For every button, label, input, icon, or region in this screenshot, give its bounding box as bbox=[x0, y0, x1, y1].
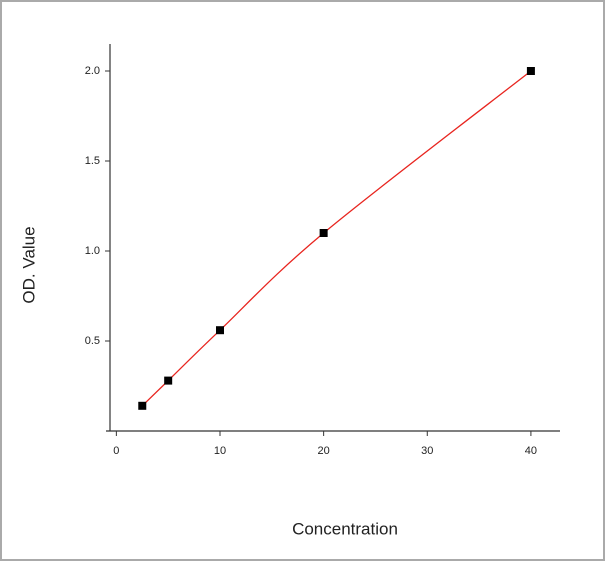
y-tick-label: 1.0 bbox=[85, 245, 100, 257]
y-tick-label: 1.5 bbox=[85, 155, 100, 167]
x-tick-label: 20 bbox=[318, 445, 330, 457]
data-point bbox=[526, 67, 535, 75]
x-tick-label: 0 bbox=[113, 445, 119, 457]
x-axis-label: Concentration bbox=[292, 519, 398, 538]
y-tick-label: 0.5 bbox=[85, 335, 100, 347]
data-point bbox=[319, 229, 328, 237]
x-tick-label: 30 bbox=[421, 445, 433, 457]
data-point bbox=[138, 401, 147, 410]
x-tick-label: 40 bbox=[525, 445, 537, 457]
x-tick-label: 10 bbox=[214, 445, 226, 457]
y-tick-label: 2.0 bbox=[85, 65, 100, 77]
data-point bbox=[164, 376, 173, 385]
data-point bbox=[216, 326, 224, 335]
y-axis-label: OD. Value bbox=[19, 226, 38, 303]
